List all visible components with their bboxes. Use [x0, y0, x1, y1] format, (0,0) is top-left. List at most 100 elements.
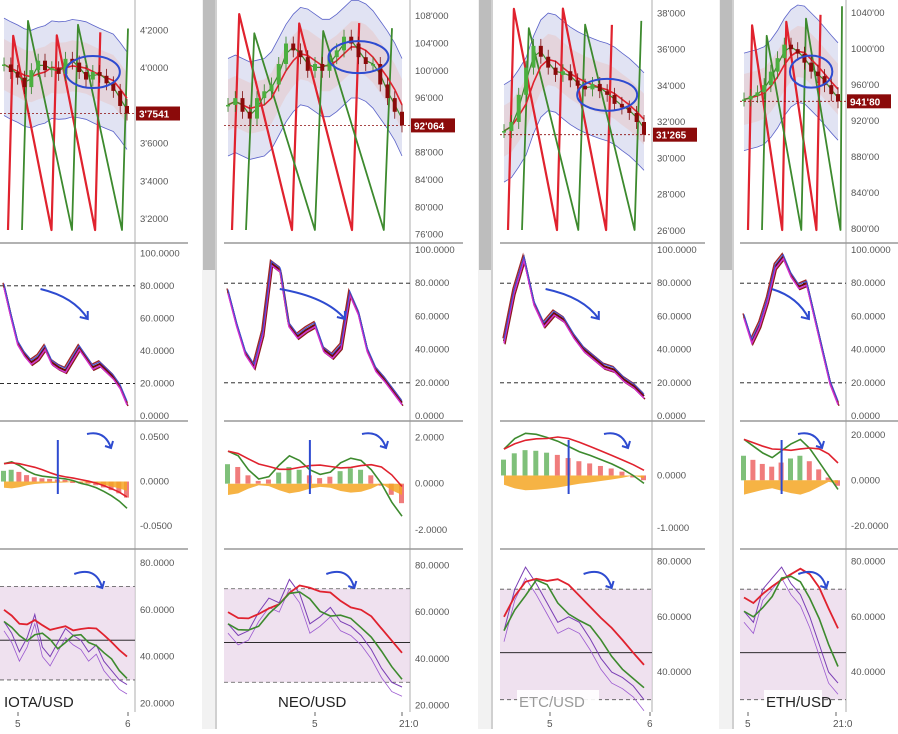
price-tick-label: 800'00 — [851, 224, 879, 235]
macd-tick-label: 0.0000 — [851, 475, 880, 486]
stoch-line — [743, 253, 839, 401]
macd-histogram-bar — [576, 461, 582, 476]
candle — [502, 131, 506, 133]
annotation-circle — [64, 55, 121, 90]
candle — [531, 45, 536, 68]
last-price-label: 31'265 — [656, 131, 687, 142]
candle — [269, 84, 274, 92]
sar-red-line — [230, 13, 361, 232]
macd-histogram-bar — [750, 459, 756, 481]
macd-histogram-bar — [554, 454, 560, 476]
rsi-red-ma — [227, 584, 403, 654]
candle — [815, 71, 820, 77]
panel-divider — [215, 0, 217, 729]
macd-tick-label: -2.0000 — [415, 525, 447, 536]
price-tick-label: 80'000 — [415, 202, 443, 213]
rsi-tick-label: 80.0000 — [415, 560, 449, 571]
candle — [829, 85, 834, 95]
x-tick-label: 5 — [15, 719, 21, 729]
macd-histogram-bar — [62, 479, 68, 482]
x-tick-label: 5 — [547, 719, 553, 729]
annotation-arrow — [279, 288, 346, 321]
candle — [36, 60, 41, 71]
candle — [768, 71, 773, 86]
stoch-tick-label: 60.0000 — [140, 313, 174, 324]
price-tick-label: 104'000 — [415, 39, 449, 50]
rsi-tick-label: 60.0000 — [415, 607, 449, 618]
price-tick-label: 34'000 — [657, 81, 685, 92]
pair-label-bg — [517, 690, 599, 712]
candle — [298, 50, 303, 58]
candle — [29, 70, 34, 88]
macd-histogram-bar — [337, 471, 343, 484]
stoch-line — [503, 257, 645, 399]
scrollbar-thumb — [203, 0, 215, 270]
macd-histogram-bar — [788, 458, 793, 481]
macd-histogram-bar — [378, 483, 384, 486]
sar-red-line — [506, 7, 613, 232]
price-tick-label: 30'000 — [657, 153, 685, 164]
price-tick-label: 84'000 — [415, 175, 443, 186]
candle — [612, 94, 617, 104]
annotation-arrow — [73, 570, 106, 590]
last-price-badge — [847, 94, 891, 109]
rsi-green-ma — [503, 579, 645, 689]
stoch-line — [226, 259, 402, 401]
macd-histogram-bar — [544, 452, 550, 476]
candle — [575, 80, 580, 86]
price-tick-label: 100'000 — [415, 66, 449, 77]
panel-divider — [732, 0, 734, 729]
candle — [583, 85, 588, 90]
macd-tick-label: 20.0000 — [851, 430, 885, 441]
rsi-green-ma — [227, 591, 403, 680]
rsi-tick-label: 40.0000 — [657, 667, 691, 678]
stoch-tick-label: 20.0000 — [657, 378, 691, 389]
pair-label: IOTA/USD — [4, 694, 74, 711]
macd-histogram-bar — [533, 450, 539, 476]
macd-histogram-bar — [235, 466, 241, 484]
candle — [118, 90, 123, 106]
rsi-tick-label: 60.0000 — [140, 605, 174, 616]
macd-area — [504, 475, 644, 491]
price-tick-label: 38'000 — [657, 8, 685, 19]
stoch-tick-label: 100.0000 — [140, 248, 180, 259]
macd-histogram-bar — [276, 472, 282, 484]
rsi-tick-label: 40.0000 — [415, 654, 449, 665]
stoch-tick-label: 80.0000 — [415, 278, 449, 289]
candle — [605, 91, 610, 95]
rsi-line-2 — [3, 622, 128, 695]
candle — [546, 56, 551, 68]
candle — [226, 104, 230, 107]
rsi-tick-label: 40.0000 — [140, 652, 174, 663]
stoch-tick-label: 0.0000 — [657, 411, 686, 422]
macd-histogram-bar — [741, 455, 746, 481]
macd-histogram-bar — [759, 463, 765, 481]
candle — [320, 64, 325, 71]
annotation-circle — [327, 40, 390, 75]
candle — [538, 45, 543, 57]
macd-histogram-bar — [327, 476, 333, 484]
candle — [56, 68, 61, 74]
rsi-tick-label: 20.0000 — [140, 698, 174, 709]
annotation-arrow — [325, 570, 358, 590]
candle — [22, 77, 27, 88]
stoch-tick-label: 0.0000 — [140, 411, 169, 422]
rsi-green-ma — [743, 575, 839, 667]
candle — [104, 75, 109, 84]
scrollbar-thumb — [479, 0, 491, 270]
pair-label: ETC/USD — [519, 694, 585, 711]
candle — [284, 43, 288, 64]
annotation-circle — [576, 77, 639, 112]
macd-histogram-bar — [245, 475, 251, 484]
candle — [742, 99, 746, 102]
candle — [392, 98, 397, 112]
pair-label: NEO/USD — [278, 694, 347, 711]
macd-tick-label: 0.0500 — [140, 432, 169, 443]
candle — [15, 72, 20, 78]
stoch-line — [227, 264, 403, 406]
rsi-tick-label: 80.0000 — [657, 557, 691, 568]
last-price-label: 3'7541 — [139, 110, 170, 121]
macd-histogram-bar — [296, 469, 302, 484]
price-tick-label: 26'000 — [657, 226, 685, 237]
